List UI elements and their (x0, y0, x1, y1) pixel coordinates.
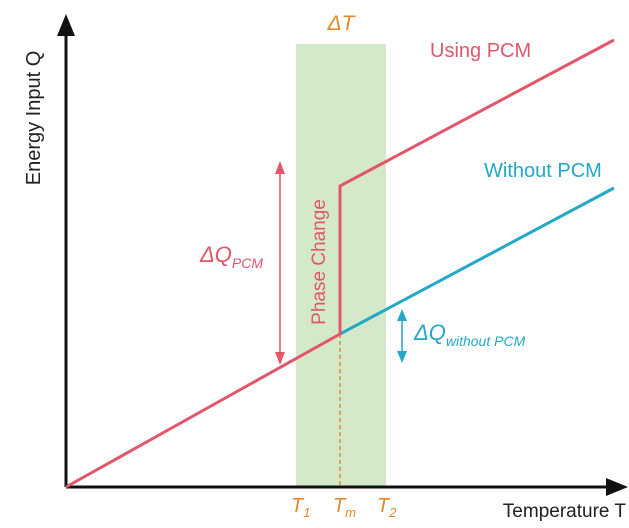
tick-tm-main: T (333, 495, 347, 517)
without-pcm-label: Without PCM (484, 160, 602, 182)
dq-pcm-arrow-down-icon (275, 352, 285, 365)
dq-without-arrow-down-icon (397, 351, 407, 363)
phase-change-label: Phase Change (309, 199, 330, 325)
dq-pcm-main: ΔQ (199, 242, 232, 267)
dq-without-main: ΔQ (413, 320, 446, 345)
tick-t2: T2 (377, 495, 397, 520)
dq-without-arrow-up-icon (397, 309, 407, 321)
tick-t2-sub: 2 (388, 505, 397, 520)
using-pcm-label: Using PCM (430, 40, 531, 62)
tick-t1-sub: 1 (303, 505, 310, 520)
tick-t2-main: T (377, 495, 391, 517)
dq-pcm-arrow-up-icon (275, 161, 285, 174)
x-axis-label: Temperature T (503, 501, 627, 522)
without-pcm-curve (339, 186, 615, 336)
y-axis-label: Energy Input Q (23, 51, 45, 186)
dq-without-label: ΔQwithout PCM (413, 320, 526, 349)
tick-t1-main: T (291, 495, 305, 517)
tick-tm: Tm (333, 495, 356, 520)
y-axis-arrow-icon (57, 14, 75, 36)
dq-without-sub: without PCM (446, 333, 526, 349)
tick-tm-sub: m (345, 505, 356, 520)
delta-t-label: ΔT (327, 12, 357, 35)
dq-pcm-label: ΔQPCM (199, 242, 263, 271)
using-pcm-curve (65, 38, 615, 489)
x-axis-arrow-icon (606, 478, 628, 496)
dq-pcm-sub: PCM (232, 255, 263, 271)
tick-t1: T1 (291, 495, 310, 520)
